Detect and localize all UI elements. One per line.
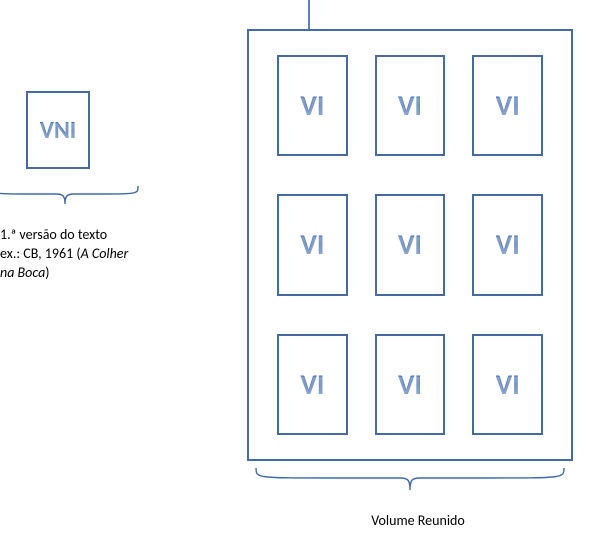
vi-cell: VI [472,334,543,435]
vi-grid: VI VI VI VI VI VI VI VI VI [277,55,543,435]
vi-cell: VI [375,194,446,295]
left-caption: 1.ª versão do texto ex.: CB, 1961 (A Col… [0,226,155,283]
vi-label: VI [398,88,422,123]
vi-cell: VI [277,55,348,156]
bottom-caption: Volume Reunido [268,512,568,531]
vi-label: VI [300,227,324,262]
vi-label: VI [398,367,422,402]
left-brace [0,184,140,210]
bottom-brace [252,466,568,496]
vi-label: VI [496,367,520,402]
vi-label: VI [496,227,520,262]
left-caption-line1: 1.ª versão do texto [0,226,155,245]
vi-cell: VI [375,55,446,156]
vi-cell: VI [375,334,446,435]
vni-label: VNI [40,116,76,145]
vi-cell: VI [472,55,543,156]
left-caption-line3: na Boca) [0,264,155,283]
left-caption-line2: ex.: CB, 1961 (A Colher [0,245,155,264]
vi-cell: VI [277,194,348,295]
vi-cell: VI [472,194,543,295]
vi-label: VI [300,88,324,123]
vi-label: VI [300,367,324,402]
vi-label: VI [496,88,520,123]
vni-box: VNI [26,91,90,169]
vi-label: VI [398,227,422,262]
vi-cell: VI [277,334,348,435]
bottom-caption-line1: Volume Reunido [268,512,568,531]
